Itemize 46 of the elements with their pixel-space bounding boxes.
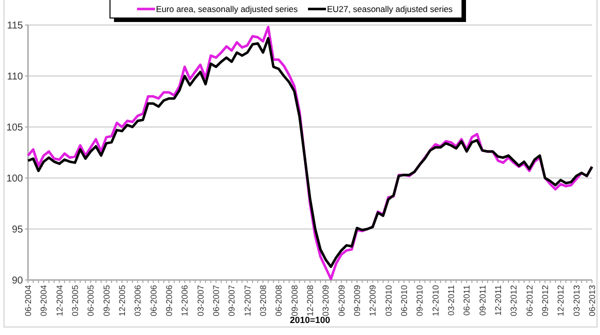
x-tick-label: 03-2011 <box>446 284 456 316</box>
y-tick-label: 95 <box>12 224 24 236</box>
x-tick-label: 09-2004 <box>38 284 49 316</box>
x-tick-label: 12-2011 <box>492 284 503 316</box>
x-tick-label: 09-2012 <box>540 284 550 316</box>
x-tick-label: 09-2006 <box>164 284 174 316</box>
x-tick-label: 03-2010 <box>383 284 394 316</box>
x-tick-label: 06-2007 <box>210 284 221 316</box>
y-tick-label: 105 <box>6 122 24 134</box>
x-tick-label: 12-2007 <box>242 284 252 316</box>
x-tick-label: 06-2012 <box>524 284 534 316</box>
x-tick-label: 06-2009 <box>336 284 346 316</box>
x-tick-label: 03-2006 <box>132 284 143 316</box>
x-tick-label: 06-2011 <box>462 284 472 316</box>
x-tick-label: 03-2009 <box>320 284 331 316</box>
x-tick-label: 09-2007 <box>226 284 237 316</box>
y-tick-label: 90 <box>12 276 24 286</box>
x-tick-label: 12-2005 <box>116 284 127 316</box>
y-tick-label: 115 <box>7 20 24 32</box>
x-tick-label: 09-2008 <box>289 284 300 316</box>
x-tick-label: 06-2010 <box>398 284 409 316</box>
x-tick-label: 03-2013 <box>571 284 582 316</box>
x-tick-label: 06-2005 <box>86 284 96 316</box>
x-tick-label: 09-2011 <box>477 284 488 316</box>
x-tick-label: 06-2004 <box>22 284 33 316</box>
y-tick-label: 110 <box>7 72 24 82</box>
x-tick-label: 12-2009 <box>368 284 378 316</box>
legend-label: EU27, seasonally adjusted series <box>327 4 453 14</box>
x-tick-label: 09-2009 <box>352 284 362 316</box>
x-tick-label: 03-2008 <box>258 284 268 316</box>
x-tick-label: 06-2006 <box>148 284 158 316</box>
x-tick-label: 12-2006 <box>180 284 190 316</box>
x-tick-label: 06-2008 <box>274 284 284 316</box>
x-tick-label: 12-2008 <box>304 284 315 316</box>
x-tick-label: 03-2005 <box>70 284 80 316</box>
x-tick-label: 03-2012 <box>508 284 519 316</box>
x-tick-label: 09-2005 <box>101 284 112 316</box>
x-tick-label: 03-2007 <box>195 284 206 316</box>
x-tick-label: 09-2010 <box>414 284 425 316</box>
text: 2010=100 <box>290 315 330 325</box>
y-tick-label: 100 <box>6 174 24 184</box>
x-tick-label: 12-2004 <box>54 284 64 316</box>
x-tick-label: 12-2010 <box>430 284 440 316</box>
x-tick-label: 12-2012 <box>556 284 566 316</box>
legend-label: Euro area, seasonally adjusted series <box>156 4 298 14</box>
x-tick-label: 06-2013 <box>586 284 597 316</box>
